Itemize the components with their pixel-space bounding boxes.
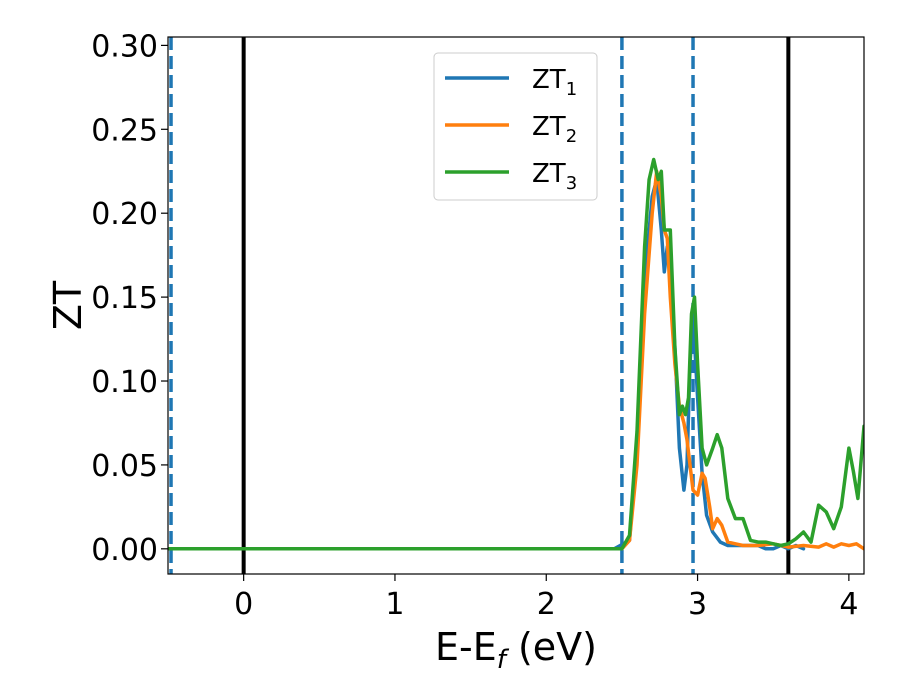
legend-label-2: ZT2 (532, 112, 577, 147)
legend-label-1: ZT1 (532, 65, 577, 100)
x-tick-label: 1 (385, 587, 404, 622)
y-tick-label: 0.25 (91, 113, 158, 148)
x-tick-label: 0 (234, 587, 253, 622)
x-tick-label: 4 (839, 587, 858, 622)
plot-frame (167, 36, 865, 575)
y-tick-label: 0.10 (91, 365, 158, 400)
legend-label-subscript: 2 (566, 126, 577, 147)
legend-label-subscript: 1 (566, 79, 577, 100)
y-tick-label: 0.15 (91, 281, 158, 316)
x-tick-label: 3 (688, 587, 707, 622)
legend-label-3: ZT3 (532, 159, 577, 194)
series-line-2 (168, 169, 864, 551)
x-axis-title: E-Ef (eV) (435, 625, 597, 675)
legend-label-main: ZT (532, 159, 566, 189)
series-line-1 (168, 177, 806, 551)
y-axis-ticks: 0.00 0.05 0.10 0.15 0.20 0.25 0.30 (91, 29, 168, 568)
y-tick-label: 0.05 (91, 449, 158, 484)
y-tick-label: 0.20 (91, 197, 158, 232)
y-axis-title: ZT (46, 280, 90, 330)
x-axis-ticks: 0 1 2 3 4 (234, 574, 858, 622)
legend-label-main: ZT (532, 112, 566, 142)
series-line-3 (168, 157, 864, 551)
x-axis-title-main: E-E (435, 625, 497, 669)
legend-label-main: ZT (532, 65, 566, 95)
legend-label-subscript: 3 (566, 173, 577, 194)
x-axis-title-unit: (eV) (506, 625, 597, 669)
y-tick-label: 0.30 (91, 29, 158, 64)
y-tick-label: 0.00 (91, 533, 158, 568)
legend-box (433, 52, 598, 201)
series-lines (168, 157, 864, 551)
x-tick-label: 2 (537, 587, 556, 622)
